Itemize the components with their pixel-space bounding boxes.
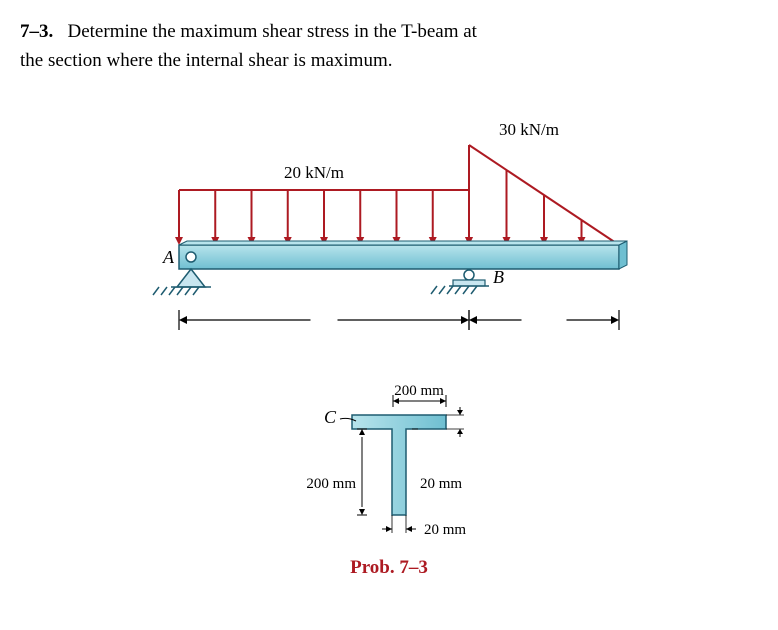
problem-text-2: the section where the internal shear is … bbox=[20, 50, 393, 71]
svg-text:C: C bbox=[324, 407, 337, 427]
cross-section-diagram: C 200 mm 200 mm 20 mm 20 mm bbox=[249, 375, 529, 545]
svg-text:20 mm: 20 mm bbox=[424, 522, 466, 538]
svg-text:20 mm: 20 mm bbox=[420, 476, 462, 492]
svg-text:20 kN/m: 20 kN/m bbox=[284, 163, 344, 182]
problem-statement: 7–3. Determine the maximum shear stress … bbox=[20, 18, 758, 75]
svg-text:200 mm: 200 mm bbox=[306, 476, 356, 492]
svg-text:A: A bbox=[162, 247, 175, 267]
problem-text-1: Determine the maximum shear stress in th… bbox=[68, 21, 477, 42]
svg-text:30 kN/m: 30 kN/m bbox=[499, 120, 559, 139]
beam-diagram: 20 kN/m30 kN/mAB3 m1.5 m bbox=[119, 95, 659, 365]
svg-text:B: B bbox=[493, 267, 504, 287]
section-svg: C 200 mm 200 mm 20 mm 20 mm bbox=[249, 375, 529, 545]
figure-caption: Prob. 7–3 bbox=[20, 557, 758, 579]
svg-text:200 mm: 200 mm bbox=[394, 383, 444, 399]
beam-svg: 20 kN/m30 kN/mAB3 m1.5 m bbox=[119, 95, 659, 365]
problem-number: 7–3. bbox=[20, 21, 53, 42]
